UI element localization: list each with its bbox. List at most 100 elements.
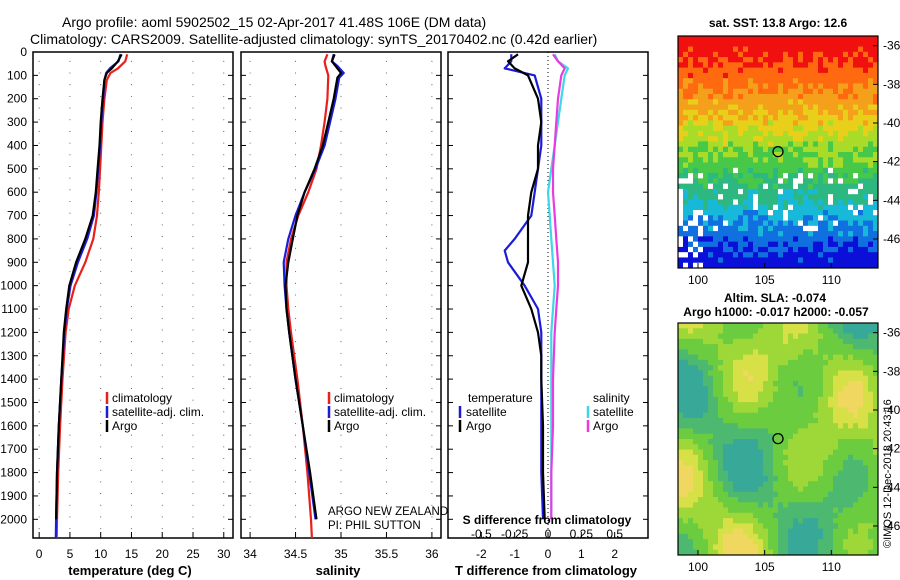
map-cell — [733, 497, 739, 503]
map-cell — [748, 439, 754, 445]
map-cell — [773, 391, 779, 398]
map-cell — [843, 188, 849, 195]
map-cell — [748, 544, 754, 551]
map-cell — [683, 183, 689, 190]
map-cell — [748, 120, 754, 127]
grid-dot — [69, 399, 71, 401]
map-cell — [713, 349, 719, 356]
grid-dot — [69, 130, 71, 132]
map-cell — [693, 523, 699, 530]
map-cell — [853, 109, 859, 116]
map-cell — [758, 444, 764, 451]
map-cell — [863, 333, 869, 340]
map-cell — [693, 167, 699, 174]
grid-dot — [223, 528, 225, 530]
map-cell — [813, 152, 819, 158]
map-cell — [803, 94, 809, 100]
map-cell — [808, 533, 814, 540]
map-cell — [808, 460, 814, 466]
map-cell — [703, 62, 709, 69]
map-cell — [703, 349, 709, 356]
grid-dot — [294, 165, 297, 168]
map-cell — [758, 439, 764, 445]
map-cell — [698, 236, 704, 243]
map-cell — [798, 359, 804, 366]
grid-dot — [249, 387, 251, 390]
map-cell — [868, 257, 874, 264]
map-cell — [778, 533, 784, 540]
map-cell — [798, 162, 804, 169]
map-cell — [823, 220, 829, 227]
map-cell — [743, 433, 749, 440]
map-cell — [873, 381, 878, 387]
map-cell — [783, 486, 789, 493]
map-cell — [703, 257, 709, 264]
map-cell — [803, 481, 809, 488]
map-cell — [763, 78, 769, 85]
map-cell — [698, 204, 704, 211]
grid-dot — [100, 481, 102, 483]
grid-dot — [38, 493, 40, 495]
map-cell — [728, 365, 734, 372]
map-cell — [838, 407, 844, 414]
map-cell — [678, 549, 684, 555]
map-cell — [803, 109, 809, 116]
map-cell — [843, 183, 849, 190]
map-cell — [868, 386, 874, 393]
map-cell — [848, 72, 854, 79]
map-cell — [753, 381, 759, 387]
map-cell — [843, 136, 849, 143]
map-cell — [783, 104, 789, 111]
map-cell — [718, 454, 724, 461]
map-cell — [683, 481, 689, 488]
map-cell — [858, 36, 864, 42]
map-cell — [688, 167, 694, 174]
map-cell — [713, 502, 719, 509]
map-cell — [693, 236, 699, 243]
map-cell — [708, 512, 714, 519]
map-cell — [813, 539, 819, 546]
map-cell — [763, 83, 769, 90]
map-cell — [783, 344, 789, 350]
map-cell — [773, 36, 779, 42]
map-cell — [708, 486, 714, 493]
map-cell — [828, 194, 834, 201]
map-cell — [698, 220, 704, 227]
map-cell — [778, 246, 784, 253]
map-cell — [788, 125, 794, 132]
map-cell — [743, 444, 749, 451]
map-cell — [858, 115, 864, 121]
map-cell — [678, 83, 684, 90]
map-cell — [678, 88, 684, 95]
map-cell — [858, 83, 864, 90]
map-cell — [688, 465, 694, 472]
map-cell — [693, 359, 699, 366]
map-cell — [728, 497, 734, 503]
map-x-tick-label: 100 — [688, 273, 708, 287]
map-cell — [723, 423, 729, 430]
map-cell — [678, 231, 684, 237]
map-cell — [763, 507, 769, 514]
map-cell — [848, 407, 854, 414]
map-cell — [838, 359, 844, 366]
map-cell — [803, 231, 809, 237]
map-cell — [748, 215, 754, 222]
map-cell — [873, 36, 878, 42]
map-cell — [678, 428, 684, 435]
map-cell — [783, 549, 789, 555]
map-cell — [863, 231, 869, 237]
map-cell — [713, 167, 719, 174]
grid-dot — [385, 259, 388, 261]
map-cell — [773, 507, 779, 514]
map-cell — [693, 257, 699, 264]
map-cell — [873, 46, 878, 53]
map-cell — [703, 481, 709, 488]
map-cell — [678, 375, 684, 382]
map-cell — [708, 162, 714, 169]
map-cell — [743, 481, 749, 488]
map-cell — [793, 167, 799, 174]
grid-dot — [161, 282, 163, 284]
map-cell — [743, 62, 749, 69]
map-cell — [768, 173, 774, 179]
map-cell — [853, 428, 859, 435]
